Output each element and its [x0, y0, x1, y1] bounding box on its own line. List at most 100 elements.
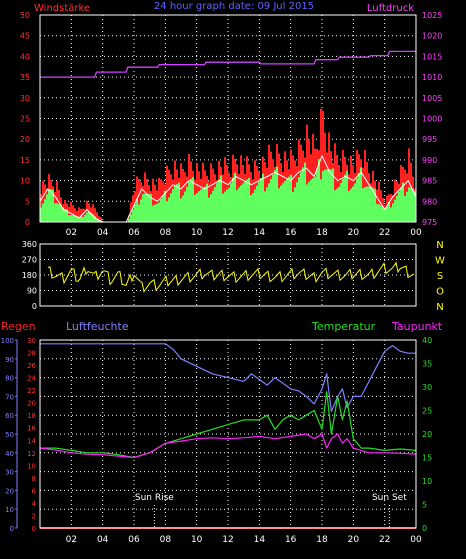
wind-avg-mark: [308, 182, 310, 222]
wind-avg-mark: [194, 195, 196, 222]
wind-avg-mark: [228, 188, 230, 222]
sun-marker-label: Sun Rise: [135, 493, 174, 503]
pressure-tick-label: 995: [422, 135, 437, 144]
time-tick-label: 08: [160, 535, 172, 545]
time-tick-label: 14: [254, 535, 266, 545]
wind-avg-mark: [184, 191, 186, 222]
wind-avg-mark: [208, 198, 210, 222]
wind-tick-label: 5: [25, 197, 30, 206]
time-tick-label: 16: [285, 228, 297, 238]
wind-avg-mark: [382, 207, 384, 222]
wind-avg-mark: [218, 179, 220, 222]
wind-avg-mark: [364, 187, 366, 222]
wind-avg-mark: [314, 177, 316, 222]
wind-tick-label: 15: [20, 156, 30, 165]
wind-avg-mark: [386, 207, 388, 222]
wind-avg-mark: [156, 204, 158, 222]
wind-avg-mark: [340, 183, 342, 222]
wind-avg-mark: [84, 215, 86, 222]
humidity-tick-label: 40: [5, 450, 14, 458]
compass-label: W: [435, 256, 445, 267]
wind-avg-mark: [70, 215, 72, 222]
wind-avg-mark: [316, 169, 318, 222]
wind-avg-mark: [348, 191, 350, 222]
wind-avg-mark: [82, 217, 84, 222]
compass-label: N: [436, 240, 443, 251]
compass-label: S: [437, 271, 443, 282]
wind-avg-mark: [68, 215, 70, 222]
wind-avg-mark: [226, 190, 228, 222]
wind-avg-mark: [246, 180, 248, 222]
wind-avg-mark: [148, 194, 150, 222]
wind-avg-mark: [144, 194, 146, 222]
wind-avg-mark: [304, 163, 306, 222]
wind-avg-mark: [310, 180, 312, 222]
wind-avg-mark: [50, 189, 52, 222]
direction-tick-label: 360: [22, 240, 37, 249]
wind-avg-mark: [216, 183, 218, 222]
wind-avg-mark: [272, 175, 274, 222]
rain-tick-label: 20: [27, 400, 36, 408]
wind-avg-mark: [72, 215, 74, 222]
wind-avg-mark: [336, 189, 338, 222]
wind-avg-mark: [398, 192, 400, 222]
temperature-tick-label: 35: [422, 360, 432, 369]
wind-avg-mark: [260, 178, 262, 222]
time-tick-label: 14: [254, 228, 266, 238]
wind-avg-mark: [74, 216, 76, 222]
rain-tick-label: 26: [27, 362, 36, 370]
rain-tick-label: 28: [27, 350, 36, 358]
wind-avg-mark: [410, 188, 412, 222]
wind-avg-mark: [282, 183, 284, 222]
wind-avg-mark: [402, 183, 404, 222]
wind-avg-mark: [408, 187, 410, 222]
wind-avg-mark: [232, 178, 234, 222]
wind-avg-mark: [360, 167, 362, 222]
pressure-tick-label: 1000: [422, 115, 442, 124]
wind-avg-mark: [296, 182, 298, 222]
wind-avg-mark: [400, 187, 402, 222]
label-luftfeuchte: Luftfeuchte: [66, 320, 129, 333]
wind-avg-mark: [136, 199, 138, 222]
humidity-tick-label: 70: [5, 393, 14, 401]
wind-avg-mark: [344, 175, 346, 222]
rain-tick-label: 8: [32, 475, 36, 483]
wind-avg-mark: [56, 203, 58, 222]
wind-avg-mark: [172, 189, 174, 222]
time-tick-label: 10: [191, 535, 203, 545]
pressure-tick-label: 980: [422, 197, 437, 206]
time-tick-label: 02: [66, 228, 77, 238]
humidity-tick-label: 50: [5, 431, 14, 439]
wind-avg-mark: [166, 201, 168, 222]
wind-avg-mark: [380, 205, 382, 222]
wind-avg-mark: [330, 170, 332, 222]
time-tick-label: 06: [128, 228, 140, 238]
humidity-tick-label: 30: [5, 469, 14, 477]
rain-tick-label: 2: [32, 512, 36, 520]
wind-avg-mark: [188, 182, 190, 222]
temperature-tick-label: 0: [422, 524, 427, 533]
wind-avg-mark: [244, 181, 246, 222]
rain-tick-label: 22: [27, 387, 36, 395]
wind-avg-mark: [146, 194, 148, 222]
wind-avg-mark: [192, 177, 194, 222]
pressure-tick-label: 1005: [422, 94, 442, 103]
humidity-tick-label: 0: [10, 525, 14, 533]
wind-tick-label: 50: [20, 11, 30, 20]
wind-avg-mark: [158, 203, 160, 222]
wind-avg-mark: [46, 194, 48, 222]
wind-avg-mark: [294, 187, 296, 222]
wind-avg-mark: [168, 197, 170, 222]
time-tick-label: 12: [222, 228, 233, 238]
wind-avg-mark: [362, 188, 364, 222]
time-tick-label: 02: [66, 535, 77, 545]
direction-tick-label: 270: [22, 256, 37, 265]
wind-avg-mark: [196, 193, 198, 222]
wind-avg-mark: [86, 212, 88, 222]
wind-avg-mark: [266, 187, 268, 222]
direction-tick-label: 0: [32, 302, 37, 311]
wind-avg-mark: [300, 172, 302, 222]
wind-tick-label: 10: [20, 177, 30, 186]
